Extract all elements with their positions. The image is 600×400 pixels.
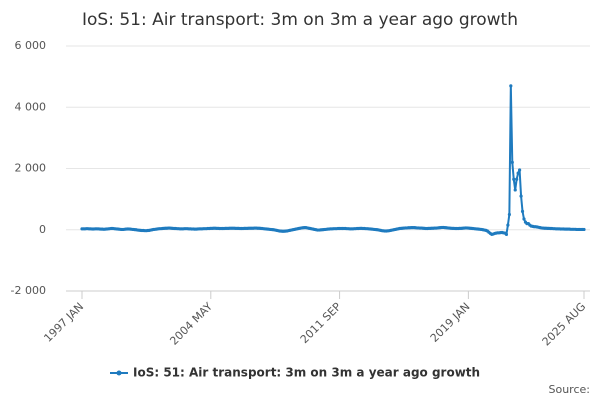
point — [507, 212, 511, 217]
y-tick-label: 4 000 — [15, 100, 47, 113]
y-tick-label: 6 000 — [15, 39, 47, 52]
series-line — [82, 85, 584, 237]
chart-title: IoS: 51: Air transport: 3m on 3m a year … — [82, 10, 518, 30]
x-tick-label: 2004 MAY — [167, 300, 215, 348]
source: Source: — [549, 383, 591, 396]
point — [509, 84, 513, 88]
point — [518, 168, 522, 172]
x-tick-label: 2019 JAN — [428, 300, 473, 345]
point — [515, 177, 519, 181]
y-tick-label: -2 000 — [11, 284, 46, 297]
legend-label: IoS: 51: Air transport: 3m on 3m a year … — [133, 366, 480, 380]
point — [516, 171, 520, 175]
point — [522, 217, 526, 221]
point — [582, 227, 586, 232]
point — [520, 209, 525, 213]
x-tick-label: 1997 JAN — [41, 300, 86, 345]
point — [519, 194, 523, 198]
point — [504, 232, 509, 236]
y-tick-label: 2 000 — [15, 162, 47, 175]
legend-marker — [116, 370, 122, 376]
point — [510, 160, 514, 164]
point — [506, 223, 510, 227]
point — [513, 188, 517, 192]
point — [512, 177, 516, 181]
x-tick-label: 2025 AUG — [540, 300, 589, 349]
y-tick-label: 0 — [39, 223, 46, 236]
x-tick-label: 2011 SEP — [298, 300, 344, 346]
